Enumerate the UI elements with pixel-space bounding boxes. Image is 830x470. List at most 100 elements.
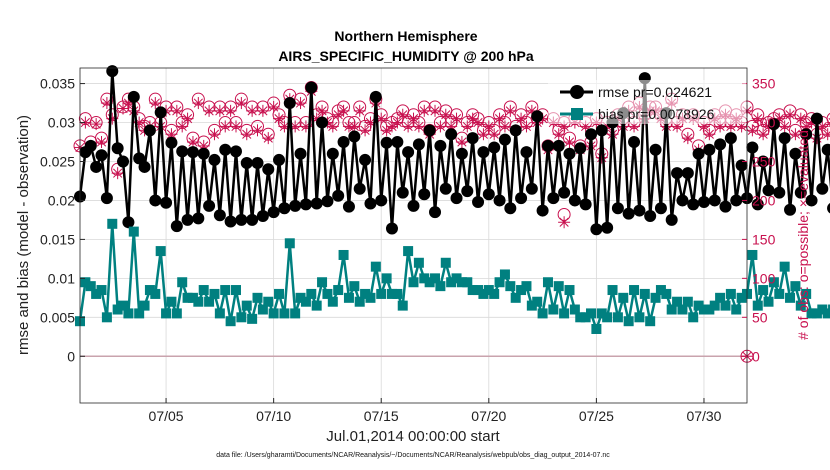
bias-point: [629, 285, 640, 296]
bias-point: [779, 261, 790, 272]
rmse-point: [117, 155, 130, 168]
obs-evaluated-marker: [552, 128, 565, 141]
rmse-point: [585, 128, 598, 141]
obs-evaluated-stroke: [796, 114, 806, 124]
rmse-point: [719, 200, 732, 213]
rmse-point: [262, 163, 275, 176]
rmse-point: [708, 194, 721, 207]
plot-frame: [79, 67, 748, 404]
bias-point: [187, 292, 198, 303]
rmse-point: [353, 182, 366, 195]
obs-evaluated-stroke: [462, 121, 472, 132]
rmse-point: [229, 145, 242, 158]
rmse-point: [208, 153, 221, 166]
obs-evaluated-stroke: [258, 106, 268, 116]
bias-point: [489, 288, 500, 299]
rmse-point: [267, 206, 280, 219]
obs-evaluated-stroke: [414, 121, 424, 132]
bias-point: [747, 249, 758, 260]
rmse-point: [407, 199, 420, 212]
bias-point: [618, 292, 629, 303]
bias-point: [306, 288, 317, 299]
rmse-point: [654, 202, 667, 215]
bias-point: [397, 300, 408, 311]
obs-evaluated-marker: [472, 116, 485, 129]
obs-evaluated-stroke: [231, 121, 241, 132]
bias-point: [274, 288, 285, 299]
bias-point: [736, 292, 747, 303]
bias-point: [569, 304, 580, 315]
rmse-point: [805, 194, 818, 207]
rmse-point: [385, 222, 398, 235]
bias-point: [91, 288, 102, 299]
bias-point: [553, 281, 564, 292]
rmse-point: [671, 167, 684, 180]
rmse-point: [256, 210, 269, 223]
obs-evaluated-marker: [149, 97, 162, 110]
obs-evaluated-stroke: [188, 137, 198, 147]
obs-evaluated-marker: [262, 132, 275, 145]
rmse-point: [746, 141, 759, 154]
rmse-point: [821, 143, 830, 156]
bias-point: [214, 308, 225, 319]
obs-evaluated-stroke: [430, 106, 440, 116]
obs-evaluated-marker: [192, 97, 205, 110]
obs-evaluated-stroke: [317, 106, 327, 116]
obs-evaluated-stroke: [215, 106, 225, 116]
obs-evaluated-stroke: [398, 110, 408, 120]
y-tick-label: 0.035: [40, 76, 75, 92]
rmse-point: [697, 196, 710, 208]
bias-point: [591, 323, 602, 334]
bias-point: [403, 246, 414, 257]
rmse-point: [337, 136, 350, 149]
obs-evaluated-marker: [224, 104, 237, 117]
rmse-point: [278, 202, 291, 215]
rmse-point: [332, 189, 345, 202]
obs-evaluated-marker: [757, 128, 770, 141]
rmse-point: [316, 116, 329, 129]
rmse-point: [213, 209, 226, 222]
obs-evaluated-stroke: [403, 121, 413, 132]
rmse-point: [203, 199, 216, 212]
obs-evaluated-stroke: [489, 129, 499, 139]
obs-evaluated-marker: [95, 136, 108, 149]
bias-point: [263, 296, 274, 307]
bias-point: [268, 308, 279, 319]
obs-evaluated-marker: [326, 120, 339, 133]
obs-evaluated-marker: [461, 120, 474, 133]
rmse-point: [181, 213, 194, 226]
rmse-point: [439, 182, 452, 195]
rmse-point: [703, 143, 716, 156]
rmse-point: [558, 186, 571, 199]
rmse-point: [273, 153, 286, 166]
bias-point: [693, 300, 704, 311]
obs-evaluated-marker: [515, 112, 528, 125]
y2-tick-label: 300: [752, 115, 776, 131]
obs-evaluated-stroke: [247, 106, 257, 116]
bias-point: [182, 292, 193, 303]
bias-point: [220, 285, 231, 296]
obs-evaluated-stroke: [365, 117, 376, 128]
left-axis: 0 0.005 0.01 0.015 0.02 0.025 0.03 0.035: [40, 76, 85, 364]
rmse-point: [568, 194, 581, 207]
legend-bias-label: bias pr=0.0078926: [598, 106, 715, 122]
bias-point: [575, 312, 586, 323]
bias-point: [456, 277, 467, 288]
bias-point: [650, 292, 661, 303]
obs-evaluated-stroke: [484, 121, 494, 132]
obs-evaluated-marker: [681, 132, 694, 145]
bias-point: [134, 308, 145, 319]
bias-point: [354, 296, 365, 307]
obs-evaluated-stroke: [516, 114, 526, 124]
bias-point: [419, 273, 430, 284]
bias-point: [193, 296, 204, 307]
bias-point: [526, 300, 537, 311]
rmse-point: [611, 202, 624, 215]
obs-evaluated-marker: [703, 128, 716, 141]
bias-point: [360, 288, 371, 299]
obs-evaluated-stroke: [505, 106, 515, 116]
rmse-point: [455, 147, 468, 160]
rmse-point: [170, 220, 183, 233]
obs-evaluated-marker: [412, 120, 425, 133]
bias-point: [435, 281, 446, 292]
